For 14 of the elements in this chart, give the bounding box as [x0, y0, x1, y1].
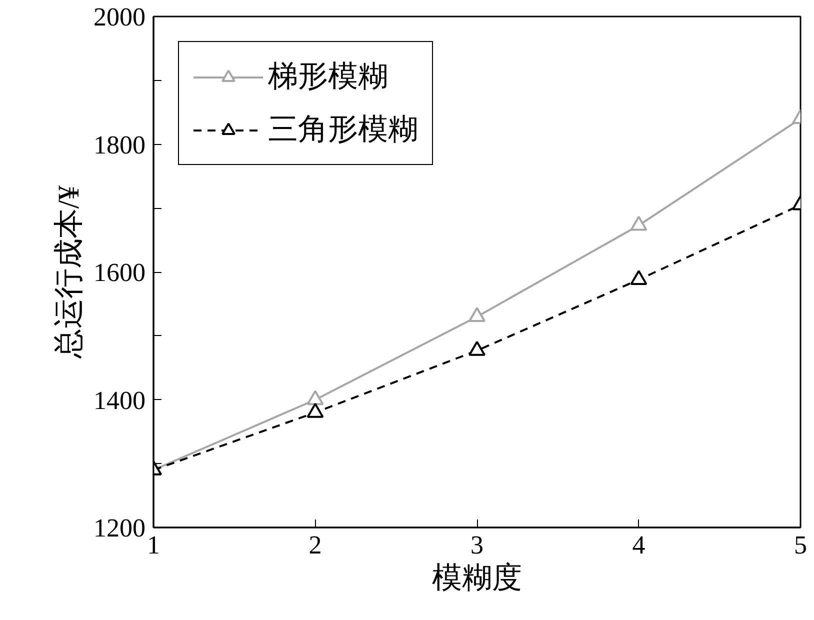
y-tick-label: 1800	[94, 130, 146, 160]
y-tick-label: 1400	[94, 386, 146, 415]
x-tick-label: 2	[308, 530, 322, 560]
y-tick-label: 2000	[94, 2, 146, 32]
y-axis-title: 总运行成本/¥	[52, 185, 86, 360]
x-axis-title: 模糊度	[432, 562, 522, 594]
y-tick-label: 1200	[94, 514, 146, 542]
legend-label: 梯形模糊	[268, 59, 388, 95]
x-tick-label: 1	[147, 530, 160, 560]
x-tick-label: 5	[794, 530, 807, 560]
x-tick-label: 4	[632, 530, 646, 560]
y-tick-label: 1600	[94, 258, 146, 287]
legend-label: 三角形模糊	[268, 112, 418, 148]
x-tick-label: 3	[470, 530, 484, 560]
